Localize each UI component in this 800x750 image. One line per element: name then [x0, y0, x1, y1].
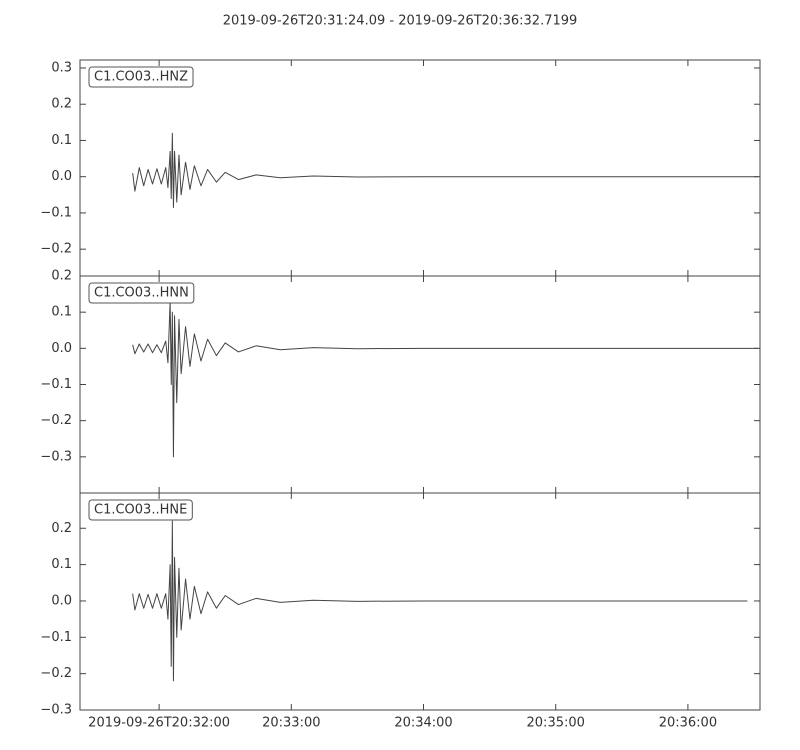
y-tick-label: −0.1 — [40, 377, 72, 392]
y-tick-label: 0.3 — [51, 60, 72, 75]
x-tick-label: 20:33:00 — [262, 716, 320, 731]
y-tick-label: 0.1 — [51, 133, 72, 148]
waveform — [132, 300, 759, 458]
x-tick-label: 20:36:00 — [659, 716, 717, 731]
y-tick-label: 0.2 — [51, 269, 72, 284]
y-tick-label: −0.3 — [40, 449, 72, 464]
y-tick-label: −0.2 — [40, 242, 72, 257]
axes-frame — [79, 59, 761, 277]
chart-title: 2019-09-26T20:31:24.09 - 2019-09-26T20:3… — [223, 14, 578, 29]
y-tick-label: −0.2 — [40, 666, 72, 681]
y-tick-label: 0.1 — [51, 305, 72, 320]
legend-box — [88, 282, 195, 304]
y-tick-label: −0.2 — [40, 413, 72, 428]
y-tick-label: 0.2 — [51, 521, 72, 536]
y-tick-label: 0.0 — [51, 593, 72, 608]
legend-box — [88, 499, 193, 521]
legend-label: C1.CO03..HNZ — [94, 70, 188, 85]
axes-frame — [79, 275, 761, 494]
axes-frame — [79, 492, 761, 711]
y-tick-label: −0.1 — [40, 205, 72, 220]
x-tick-label: 20:34:00 — [394, 716, 452, 731]
x-tick-label: 2019-09-26T20:32:00 — [88, 716, 230, 731]
waveform — [132, 520, 748, 682]
y-tick-label: 0.1 — [51, 557, 72, 572]
legend-label: C1.CO03..HNN — [94, 286, 189, 301]
y-tick-label: 0.0 — [51, 169, 72, 184]
y-tick-label: 0.0 — [51, 341, 72, 356]
waveform — [132, 132, 759, 208]
y-tick-label: −0.3 — [40, 703, 72, 718]
y-tick-label: −0.1 — [40, 630, 72, 645]
y-tick-label: 0.2 — [51, 97, 72, 112]
legend-box — [88, 66, 194, 88]
legend-label: C1.CO03..HNE — [94, 503, 187, 518]
x-tick-label: 20:35:00 — [527, 716, 585, 731]
